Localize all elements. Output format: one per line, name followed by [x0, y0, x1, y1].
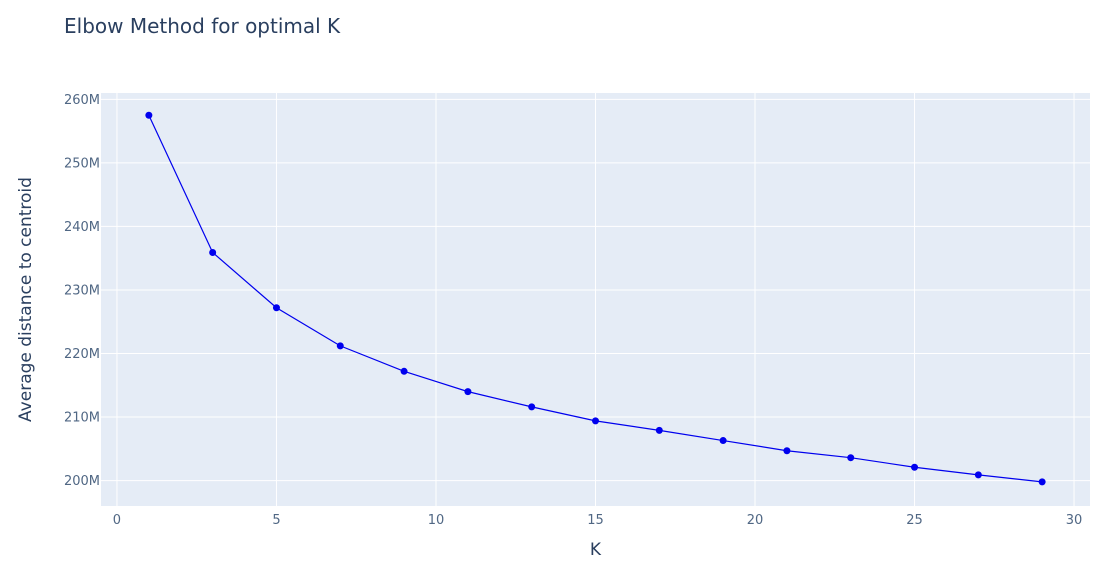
data-point [719, 437, 727, 445]
data-point [209, 248, 217, 256]
data-point [655, 426, 663, 434]
data-point [272, 304, 280, 312]
data-point [847, 454, 855, 462]
y-tick-label: 210M [64, 411, 100, 426]
y-tick-label: 230M [64, 283, 100, 298]
x-tick-label: 20 [747, 513, 764, 528]
data-point [1038, 478, 1046, 486]
y-tick-label: 250M [64, 156, 100, 171]
y-tick-label: 220M [64, 347, 100, 362]
y-axis-title: Average distance to centroid [16, 177, 36, 422]
x-tick-label: 15 [587, 513, 604, 528]
x-axis-ticks: 0 5 10 15 20 25 30 [113, 513, 1083, 528]
x-tick-label: 0 [113, 513, 121, 528]
chart-title: Elbow Method for optimal K [64, 14, 341, 38]
data-point [464, 388, 472, 396]
data-points [145, 111, 1046, 486]
data-point [400, 367, 408, 375]
data-point [783, 447, 791, 455]
data-point [528, 403, 536, 411]
data-point [592, 417, 599, 425]
grid [101, 93, 1090, 506]
data-point [911, 463, 919, 471]
data-point [145, 111, 153, 119]
y-axis-ticks: 200M 210M 220M 230M 240M 250M 260M [64, 93, 100, 489]
x-tick-label: 30 [1066, 513, 1083, 528]
y-tick-label: 260M [64, 93, 100, 108]
data-point [974, 471, 982, 479]
data-point [336, 342, 344, 350]
x-tick-label: 5 [272, 513, 280, 528]
x-axis-title: K [590, 540, 602, 560]
x-tick-label: 25 [906, 513, 923, 528]
x-tick-label: 10 [428, 513, 445, 528]
y-tick-label: 200M [64, 474, 100, 489]
y-tick-label: 240M [64, 220, 100, 235]
